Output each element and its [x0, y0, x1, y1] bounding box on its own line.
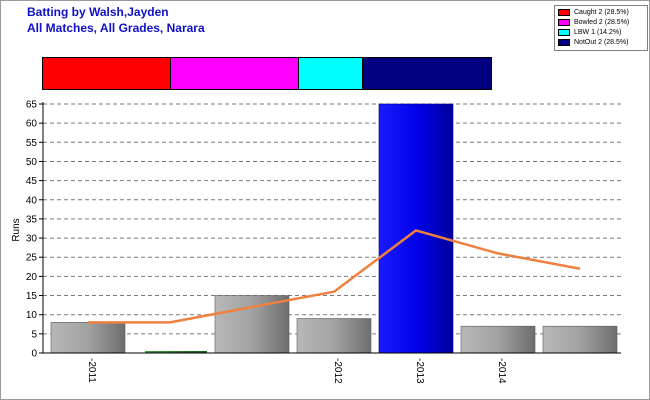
bar	[50, 322, 126, 354]
y-tick-label: 55	[26, 138, 38, 149]
legend: Caught 2 (28.5%) Bowled 2 (28.5%) LBW 1 …	[554, 5, 648, 51]
bar	[378, 103, 454, 354]
y-tick-label: 0	[31, 349, 37, 360]
legend-label-bowled: Bowled 2 (28.5%)	[574, 19, 630, 26]
chart-subtitle: All Matches, All Grades, Narara	[27, 21, 205, 35]
x-tick-label: -2014	[496, 358, 507, 384]
bar	[214, 295, 290, 354]
bar	[542, 325, 618, 354]
legend-label-lbw: LBW 1 (14.2%)	[574, 29, 622, 36]
legend-label-caught: Caught 2 (28.5%)	[574, 9, 629, 16]
y-axis-label: Runs	[11, 218, 22, 241]
y-tick-label: 50	[26, 157, 38, 168]
y-tick-label: 60	[26, 119, 38, 130]
bar	[145, 351, 207, 353]
y-tick-label: 45	[26, 176, 38, 187]
y-tick-label: 65	[26, 100, 38, 111]
x-tick-label: -2011	[86, 358, 97, 383]
legend-swatch-bowled	[558, 19, 570, 26]
legend-swatch-notout	[558, 39, 570, 46]
dismissal-segment-notout	[363, 58, 491, 89]
trend-line-layer	[88, 229, 581, 324]
chart-title: Batting by Walsh,Jayden	[27, 5, 169, 19]
y-tick-label: 10	[26, 310, 38, 321]
legend-label-notout: NotOut 2 (28.5%)	[574, 39, 629, 46]
y-tick-label: 5	[31, 329, 37, 340]
bars	[50, 103, 618, 354]
y-tick-label: 35	[26, 214, 38, 225]
y-tick-label: 20	[26, 272, 38, 283]
dismissal-segment-caught	[43, 58, 171, 89]
legend-swatch-caught	[558, 9, 570, 16]
y-tick-label: 25	[26, 253, 38, 264]
bar	[460, 325, 536, 354]
dismissal-segment-lbw	[299, 58, 363, 89]
axes: 0 5 10 15 20 25 30 35 40 45 50 55 60 65 -2011 -2012 -201…	[26, 100, 621, 384]
y-tick-label: 40	[26, 195, 38, 206]
y-tick-label: 15	[26, 291, 38, 302]
x-tick-label: -2012	[332, 358, 343, 384]
trend-line	[88, 229, 581, 324]
x-tick-label: -2013	[414, 358, 425, 384]
dismissal-breakdown-bar	[42, 57, 492, 90]
bar	[296, 318, 372, 354]
dismissal-segment-bowled	[171, 58, 299, 89]
legend-swatch-lbw	[558, 29, 570, 36]
y-tick-label: 30	[26, 234, 38, 245]
gridlines	[43, 103, 621, 335]
